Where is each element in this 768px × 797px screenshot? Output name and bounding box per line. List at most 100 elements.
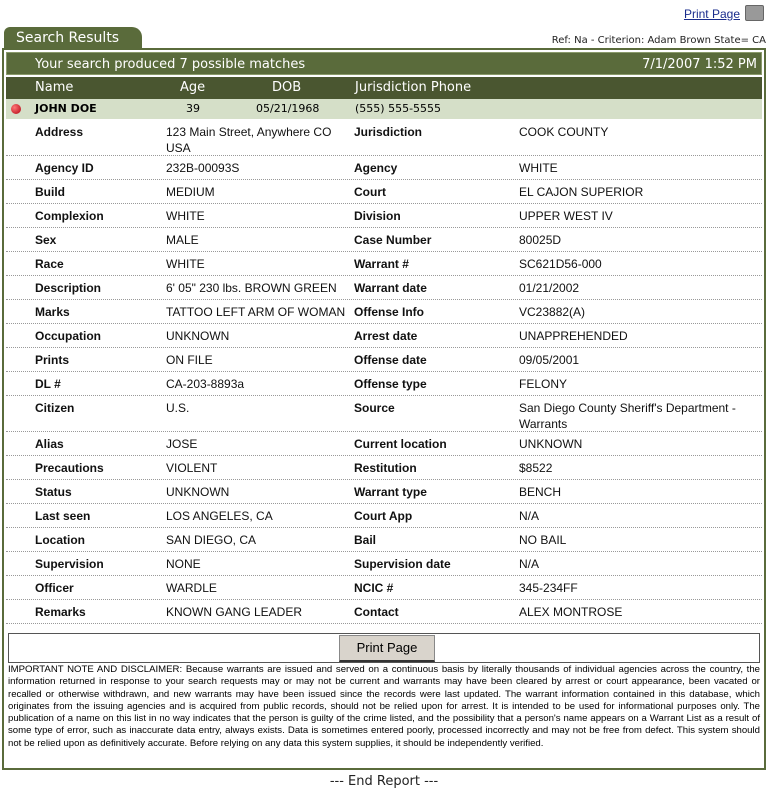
detail-value: SC621D56-000 <box>519 257 602 271</box>
detail-row: Citizen U.S. Source San Diego County Sherif… <box>6 396 762 432</box>
detail-label: Offense type <box>354 377 427 391</box>
detail-label: Jurisdiction <box>354 125 423 139</box>
detail-label: DL # <box>35 377 61 391</box>
detail-row: DL # CA-203-8893a Offense type FELONY <box>6 372 762 396</box>
record-phone: (555) 555-5555 <box>355 102 442 115</box>
detail-label: Offense date <box>354 353 427 367</box>
col-dob: DOB <box>272 80 302 95</box>
detail-row: Status UNKNOWN Warrant type BENCH <box>6 480 762 504</box>
print-bar: Print Page <box>8 633 760 663</box>
detail-label: Agency ID <box>35 161 94 175</box>
detail-label: NCIC # <box>354 581 394 595</box>
detail-label: Case Number <box>354 233 432 247</box>
detail-label: Supervision <box>35 557 104 571</box>
detail-label: Address <box>35 125 84 139</box>
tab-search-results[interactable]: Search Results <box>4 27 142 48</box>
detail-value: WHITE <box>519 161 558 175</box>
detail-label: Prints <box>35 353 70 367</box>
detail-value: UNKNOWN <box>519 437 583 451</box>
detail-label: Race <box>35 257 64 271</box>
printer-icon[interactable] <box>745 5 764 21</box>
detail-label: Court App <box>354 509 413 523</box>
detail-label: Arrest date <box>354 329 418 343</box>
detail-label: Division <box>354 209 401 223</box>
detail-row: Description 6' 05" 230 lbs. BROWN GREEN Wa… <box>6 276 762 300</box>
detail-value: San Diego County Sheriff's Department - … <box>519 401 736 431</box>
detail-value: N/A <box>519 557 540 571</box>
detail-value: 123 Main Street, Anywhere CO USA <box>166 125 332 155</box>
detail-label: Warrant type <box>354 485 427 499</box>
detail-value: UNKNOWN <box>166 485 230 499</box>
detail-label: Occupation <box>35 329 102 343</box>
detail-value: 01/21/2002 <box>519 281 580 295</box>
detail-value: TATTOO LEFT ARM OF WOMAN <box>166 305 346 319</box>
detail-row: Supervision NONE Supervision date N/A <box>6 552 762 576</box>
detail-value: 345-234FF <box>519 581 578 595</box>
detail-value: ALEX MONTROSE <box>519 605 623 619</box>
print-page-link[interactable]: Print Page <box>683 7 740 21</box>
print-page-button[interactable]: Print Page <box>339 635 435 662</box>
detail-value: UNKNOWN <box>166 329 230 343</box>
detail-value: N/A <box>519 509 540 523</box>
detail-value: WHITE <box>166 257 205 271</box>
detail-label: Location <box>35 533 85 547</box>
detail-value: EL CAJON SUPERIOR <box>519 185 644 199</box>
status-dot-icon <box>11 104 21 114</box>
detail-value: CA-203-8893a <box>166 377 245 391</box>
detail-label: Build <box>35 185 65 199</box>
detail-value: 6' 05" 230 lbs. BROWN GREEN <box>166 281 337 295</box>
detail-value: BENCH <box>519 485 562 499</box>
detail-label: Marks <box>35 305 70 319</box>
record-dob: 05/21/1968 <box>256 102 320 115</box>
detail-label: Last seen <box>35 509 91 523</box>
detail-value: UPPER WEST IV <box>519 209 613 223</box>
column-header: Name Age DOB Jurisdiction Phone <box>6 77 762 99</box>
detail-value: UNAPPREHENDED <box>519 329 628 343</box>
detail-label: Alias <box>35 437 64 451</box>
detail-label: Source <box>354 401 395 415</box>
detail-row: Occupation UNKNOWN Arrest date UNAPPREHENDE… <box>6 324 762 348</box>
col-name: Name <box>35 80 74 95</box>
search-criterion: Ref: Na - Criterion: Adam Brown State= C… <box>551 35 766 46</box>
detail-label: Restitution <box>354 461 417 475</box>
detail-row: Precautions VIOLENT Restitution $8522 <box>6 456 762 480</box>
detail-value: KNOWN GANG LEADER <box>166 605 303 619</box>
record-row[interactable]: JOHN DOE 39 05/21/1968 (555) 555-5555 <box>6 99 762 119</box>
detail-label: Precautions <box>35 461 104 475</box>
detail-label: Agency <box>354 161 398 175</box>
details-table: Address 123 Main Street, Anywhere CO USA J… <box>6 120 762 624</box>
detail-row: Agency ID 232B-00093S Agency WHITE <box>6 156 762 180</box>
disclaimer: IMPORTANT NOTE AND DISCLAIMER: Because w… <box>8 664 760 749</box>
detail-value: MALE <box>166 233 199 247</box>
detail-row: Location SAN DIEGO, CA Bail NO BAIL <box>6 528 762 552</box>
detail-label: Description <box>35 281 102 295</box>
results-summary-bar: Your search produced 7 possible matches … <box>6 52 762 75</box>
detail-value: 09/05/2001 <box>519 353 580 367</box>
results-panel: Your search produced 7 possible matches … <box>2 48 766 770</box>
detail-label: Citizen <box>35 401 75 415</box>
report-datetime: 7/1/2007 1:52 PM <box>642 57 757 72</box>
detail-row: Remarks KNOWN GANG LEADER Contact ALEX MONT… <box>6 600 762 624</box>
detail-value: $8522 <box>519 461 553 475</box>
detail-value: MEDIUM <box>166 185 215 199</box>
detail-label: Warrant date <box>354 281 427 295</box>
detail-label: Contact <box>354 605 399 619</box>
detail-row: Alias JOSE Current location UNKNOWN <box>6 432 762 456</box>
detail-label: Court <box>354 185 386 199</box>
detail-value: U.S. <box>166 401 190 415</box>
detail-label: Warrant # <box>354 257 409 271</box>
detail-label: Complexion <box>35 209 104 223</box>
detail-value: WHITE <box>166 209 205 223</box>
detail-value: WARDLE <box>166 581 217 595</box>
detail-value: NONE <box>166 557 201 571</box>
detail-row: Marks TATTOO LEFT ARM OF WOMAN Offense Inf… <box>6 300 762 324</box>
end-report: --- End Report --- <box>329 774 439 789</box>
col-age: Age <box>180 80 206 95</box>
detail-row: Last seen LOS ANGELES, CA Court App N/A <box>6 504 762 528</box>
detail-row: Race WHITE Warrant # SC621D56-000 <box>6 252 762 276</box>
detail-value: FELONY <box>519 377 568 391</box>
record-age: 39 <box>186 102 200 115</box>
detail-value: VIOLENT <box>166 461 218 475</box>
detail-row: Sex MALE Case Number 80025D <box>6 228 762 252</box>
detail-label: Bail <box>354 533 377 547</box>
